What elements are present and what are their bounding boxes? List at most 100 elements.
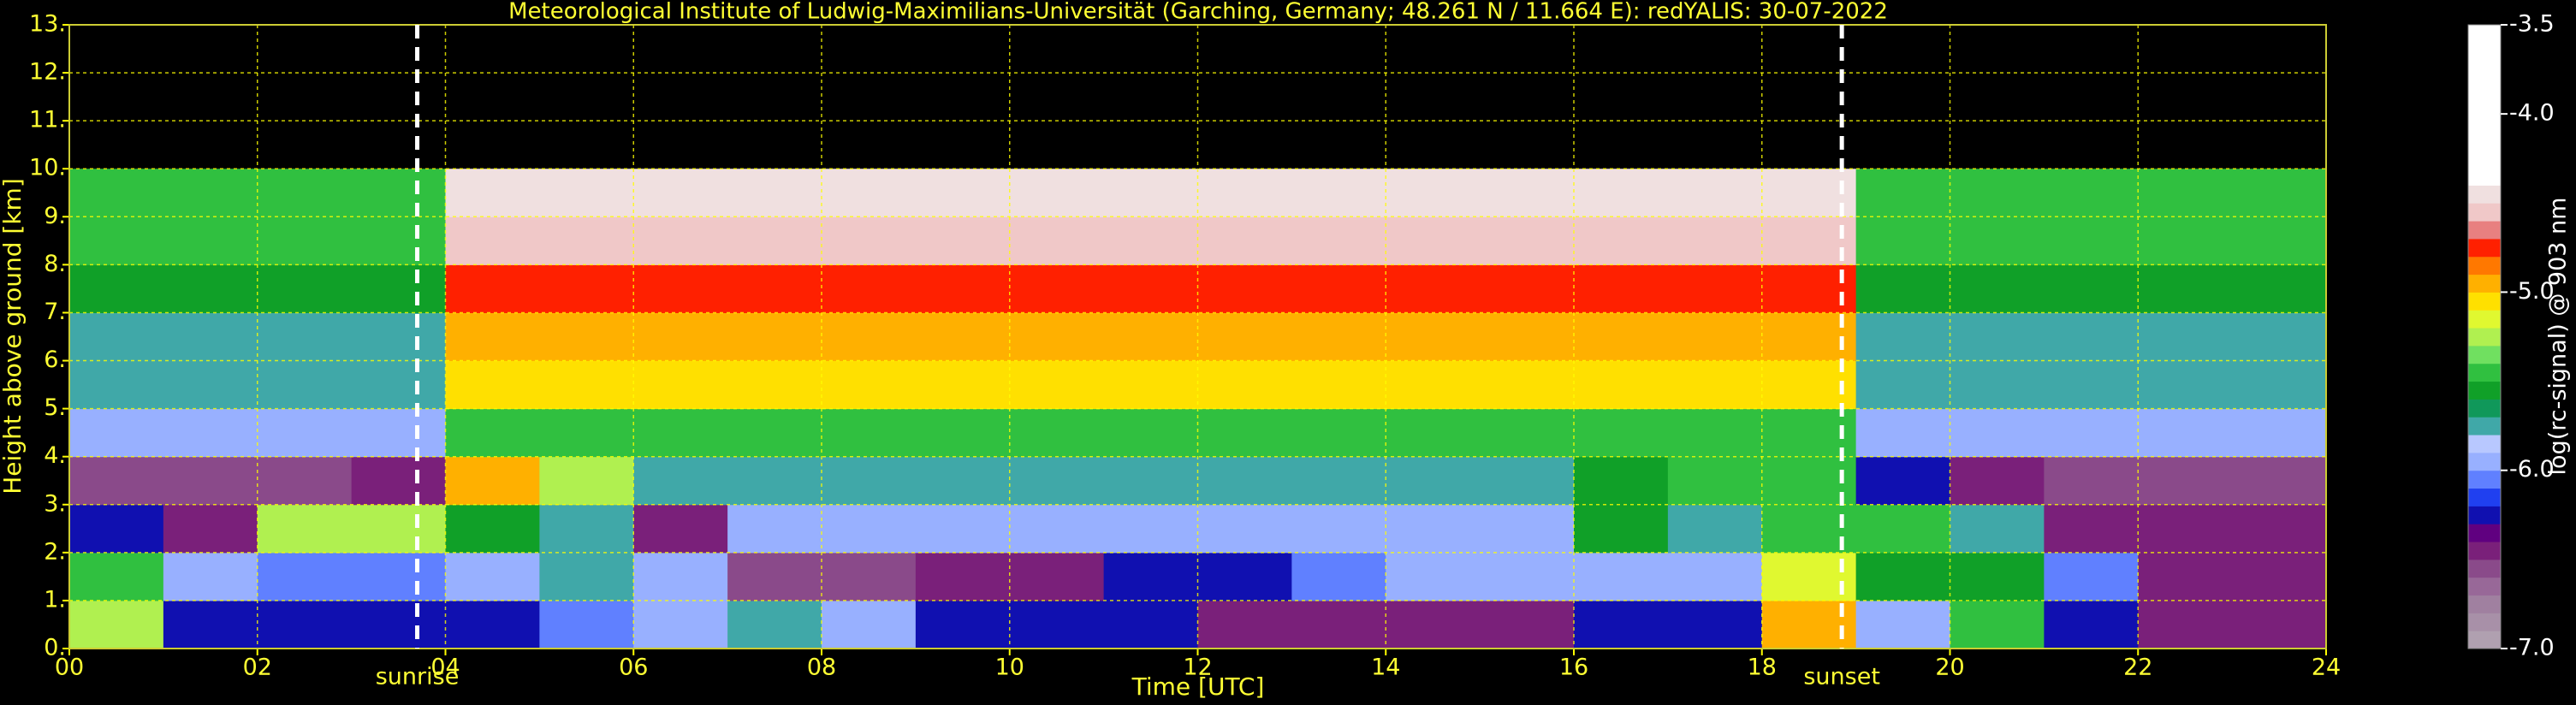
heatmap-cell bbox=[727, 264, 822, 313]
heatmap-cell bbox=[69, 216, 164, 265]
heatmap-cell bbox=[351, 264, 446, 313]
heatmap-cell bbox=[2138, 312, 2233, 362]
x-axis-label: Time [UTC] bbox=[1131, 672, 1265, 701]
heatmap-cell bbox=[1855, 552, 1950, 601]
heatmap-cell bbox=[1197, 216, 1292, 265]
colorbar-segment bbox=[2468, 399, 2501, 418]
y-tick-label: 9. bbox=[44, 203, 66, 229]
heatmap-cell bbox=[163, 552, 258, 601]
heatmap-cell bbox=[445, 456, 540, 506]
colorbar-segment bbox=[2468, 185, 2501, 204]
heatmap-cell bbox=[257, 600, 353, 649]
heatmap-cell bbox=[1950, 360, 2045, 410]
heatmap-cell bbox=[1386, 600, 1481, 649]
y-tick-label: 5. bbox=[44, 394, 66, 421]
heatmap-cell bbox=[1667, 264, 1763, 313]
heatmap-cell bbox=[727, 360, 822, 410]
heatmap-cell bbox=[1667, 216, 1763, 265]
y-tick-label: 7. bbox=[44, 299, 66, 325]
heatmap-cell bbox=[1855, 312, 1950, 362]
x-tick-label: 22 bbox=[2123, 655, 2152, 681]
plot-frame bbox=[68, 24, 2327, 649]
heatmap-cell bbox=[445, 312, 540, 362]
colorbar-segment bbox=[2468, 345, 2501, 364]
heatmap-cell bbox=[915, 456, 1011, 506]
heatmap-cell bbox=[539, 552, 634, 601]
heatmap-cell bbox=[351, 216, 446, 265]
heatmap-cell bbox=[1009, 216, 1105, 265]
heatmap-cell bbox=[1103, 408, 1198, 458]
heatmap-cell bbox=[633, 408, 728, 458]
colorbar-segment bbox=[2468, 613, 2501, 631]
colorbar-segment bbox=[2468, 96, 2501, 115]
colorbar-segment bbox=[2468, 328, 2501, 347]
y-tick-label: 8. bbox=[44, 251, 66, 277]
heatmap-cell bbox=[822, 360, 917, 410]
heatmap-cell bbox=[1667, 456, 1763, 506]
heatmap-cell bbox=[445, 360, 540, 410]
colorbar-segment bbox=[2468, 452, 2501, 471]
heatmap-cell bbox=[1197, 264, 1292, 313]
heatmap-cell bbox=[1386, 456, 1481, 506]
heatmap-cell bbox=[257, 408, 353, 458]
heatmap-cell bbox=[1103, 600, 1198, 649]
colorbar-segment bbox=[2468, 577, 2501, 596]
heatmap-cell bbox=[1667, 169, 1763, 217]
heatmap-cell bbox=[1197, 169, 1292, 217]
colorbar-segment bbox=[2468, 78, 2501, 97]
heatmap-cell bbox=[1574, 312, 1669, 362]
heatmap-cell bbox=[1009, 360, 1105, 410]
heatmap-cell bbox=[445, 504, 540, 554]
heatmap-cell bbox=[633, 169, 728, 217]
heatmap-cell bbox=[727, 216, 822, 265]
heatmap-cell bbox=[1291, 264, 1386, 313]
x-tick-label: 24 bbox=[2312, 655, 2341, 681]
heatmap-cell bbox=[1103, 360, 1198, 410]
heatmap-cell bbox=[69, 408, 164, 458]
heatmap-cell bbox=[1855, 504, 1950, 554]
heatmap-cell bbox=[1667, 600, 1763, 649]
heatmap-cell bbox=[1386, 552, 1481, 601]
heatmap-cell bbox=[257, 360, 353, 410]
heatmap-cell bbox=[1855, 169, 1950, 217]
annotation-label: sunrise bbox=[376, 664, 460, 690]
heatmap-cell bbox=[1480, 216, 1575, 265]
heatmap-cell bbox=[633, 600, 728, 649]
heatmap-cell bbox=[2232, 264, 2327, 313]
colorbar-segment bbox=[2468, 631, 2501, 649]
heatmap-cell bbox=[163, 169, 258, 217]
heatmap-cell bbox=[1855, 408, 1950, 458]
x-tick-label: 12 bbox=[1183, 655, 1212, 681]
heatmap-cell bbox=[163, 408, 258, 458]
heatmap-cell bbox=[1009, 552, 1105, 601]
heatmap-cell bbox=[351, 504, 446, 554]
heatmap-cell bbox=[1197, 552, 1292, 601]
heatmap-cell bbox=[539, 169, 634, 217]
colorbar-tick-label: -4.0 bbox=[2509, 100, 2555, 127]
colorbar-segment bbox=[2468, 435, 2501, 453]
heatmap-cell bbox=[1291, 169, 1386, 217]
heatmap-cell bbox=[257, 264, 353, 313]
heatmap-cell bbox=[727, 600, 822, 649]
heatmap-cell bbox=[727, 408, 822, 458]
heatmap-cell bbox=[2044, 312, 2139, 362]
heatmap-cell bbox=[1009, 504, 1105, 554]
heatmap-cell bbox=[1103, 456, 1198, 506]
heatmap-cell bbox=[633, 504, 728, 554]
heatmap-cell bbox=[163, 456, 258, 506]
colorbar-segment bbox=[2468, 310, 2501, 329]
heatmap-cell bbox=[1855, 456, 1950, 506]
heatmap-cell bbox=[69, 360, 164, 410]
heatmap-cell bbox=[1574, 456, 1669, 506]
heatmap-cell bbox=[727, 552, 822, 601]
heatmap-cell bbox=[1480, 312, 1575, 362]
heatmap-cell bbox=[822, 552, 917, 601]
x-tick-label: 10 bbox=[995, 655, 1024, 681]
x-tick-label: 20 bbox=[1935, 655, 1964, 681]
heatmap-cell bbox=[2138, 600, 2233, 649]
heatmap-cell bbox=[2232, 216, 2327, 265]
colorbar-tick-label: -6.0 bbox=[2509, 456, 2555, 483]
colorbar-segment bbox=[2468, 167, 2501, 186]
heatmap-cell bbox=[1667, 504, 1763, 554]
